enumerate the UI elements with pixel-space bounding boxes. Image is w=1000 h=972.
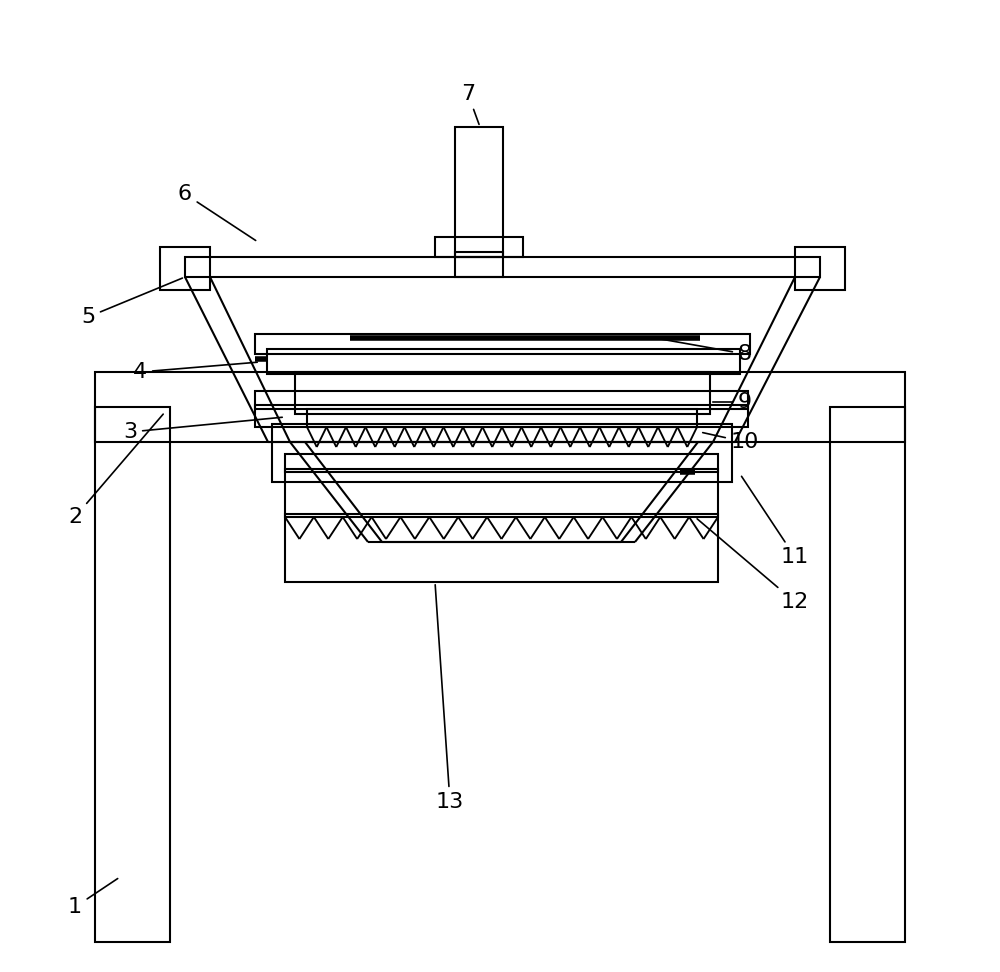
Text: 13: 13 (435, 585, 464, 812)
Bar (795, 247, 845, 290)
Text: 3: 3 (123, 417, 282, 442)
Bar (95, 372, 905, 442)
Text: 9: 9 (713, 392, 752, 412)
Text: 6: 6 (178, 184, 256, 240)
Bar (255, 334, 750, 354)
Bar (455, 252, 503, 277)
Bar (295, 372, 710, 414)
Bar (272, 424, 732, 482)
Text: 1: 1 (68, 879, 118, 917)
Text: 8: 8 (658, 338, 752, 364)
Text: 2: 2 (68, 414, 163, 527)
Bar (95, 407, 170, 942)
Bar (830, 407, 905, 942)
Bar (255, 405, 748, 427)
Bar (455, 127, 503, 257)
Bar (435, 237, 523, 257)
Bar (267, 349, 740, 374)
Text: 10: 10 (703, 432, 759, 452)
Bar (285, 514, 718, 582)
Text: 4: 4 (133, 362, 257, 382)
Bar (285, 469, 718, 517)
Bar (307, 409, 697, 427)
Bar (160, 247, 210, 290)
Bar (185, 257, 820, 277)
Bar (285, 454, 718, 472)
Text: 12: 12 (697, 519, 809, 612)
Text: 7: 7 (461, 84, 479, 124)
Text: 11: 11 (742, 476, 809, 567)
Text: 5: 5 (81, 278, 182, 327)
Bar (255, 391, 748, 409)
